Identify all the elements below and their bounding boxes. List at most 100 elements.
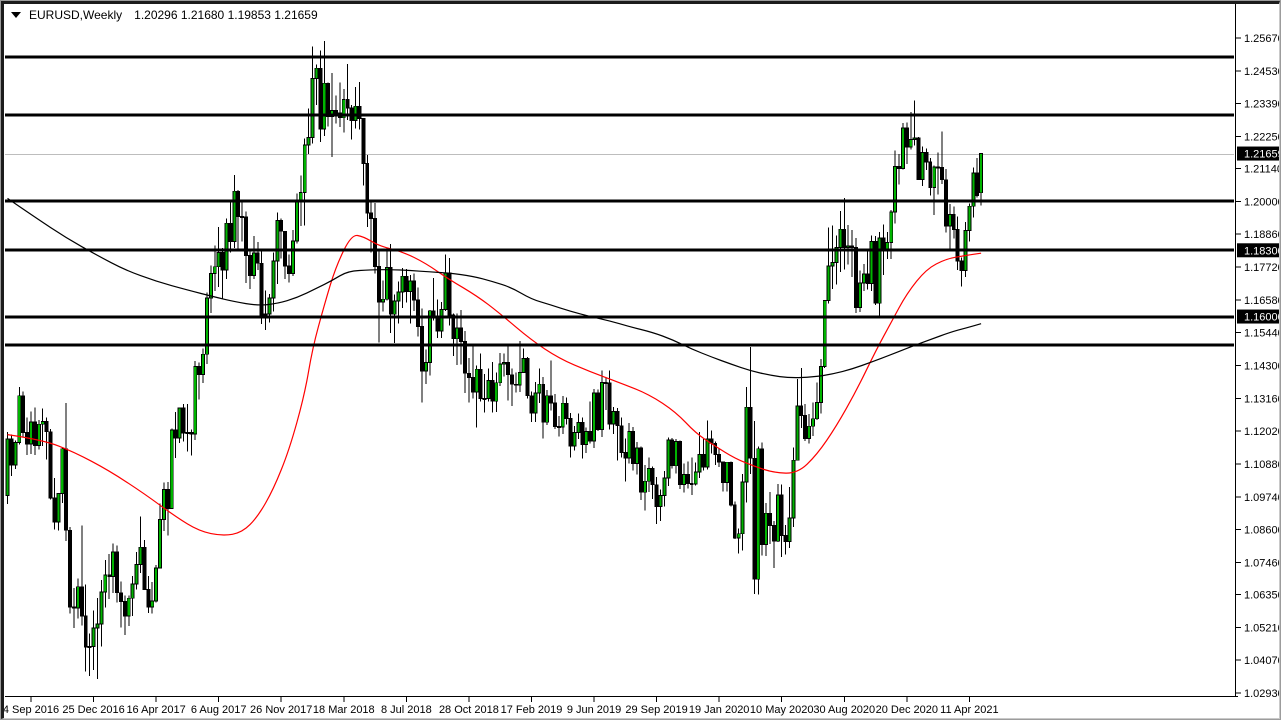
candle-bull	[599, 382, 604, 430]
candle-bull	[306, 136, 311, 146]
candle-bear	[936, 166, 941, 169]
time-axis-label: 11 Apr 2021	[940, 704, 999, 716]
candle-bull	[482, 397, 487, 400]
candle-bull	[36, 423, 41, 447]
candle-bull	[298, 192, 303, 201]
candle-bear	[279, 220, 284, 232]
time-axis-label: 4 Sep 2016	[3, 704, 59, 716]
candle-bull	[17, 395, 22, 444]
candle-bull	[443, 272, 448, 310]
candle-bull	[818, 366, 823, 404]
candle-bear	[732, 504, 737, 539]
candle-bear	[650, 467, 655, 486]
candle-bull	[947, 214, 952, 227]
candle-bear	[79, 586, 84, 617]
candle-bull	[662, 477, 667, 496]
candle-bear	[404, 275, 409, 292]
candle-bull	[474, 368, 479, 393]
candle-bull	[725, 461, 729, 483]
candle-bull	[889, 211, 894, 243]
candle-bear	[721, 461, 726, 483]
candle-bull	[138, 546, 143, 565]
candle-bull	[517, 371, 522, 386]
candle-bear	[529, 395, 534, 414]
candle-bear	[631, 431, 636, 464]
candle-bull	[838, 228, 843, 248]
candle-bear	[850, 245, 855, 248]
candle-bull	[533, 392, 538, 414]
candle-bear	[318, 67, 323, 130]
symbol-dropdown-icon[interactable]	[11, 12, 21, 18]
candle-bear	[689, 482, 694, 485]
candle-bear	[287, 265, 292, 275]
candle-bull	[267, 297, 272, 315]
candle-bull	[705, 438, 710, 468]
candle-bull	[908, 138, 913, 148]
price-axis-label: 1.20000	[1244, 196, 1281, 208]
candle-bear	[68, 529, 73, 608]
candle-bear	[975, 172, 980, 197]
candle-bull	[423, 362, 428, 372]
axis-separators	[5, 4, 1238, 697]
candle-bull	[353, 105, 358, 122]
time-axis-label: 6 Aug 2017	[191, 704, 247, 716]
candle-bear	[541, 383, 546, 423]
ma-fast-red-line	[7, 234, 982, 536]
candle-bear	[361, 117, 366, 165]
price-tag-value: 1.18300	[1244, 245, 1281, 257]
candle-bear	[236, 190, 241, 218]
candle-bull	[314, 67, 319, 80]
candle-bear	[678, 441, 683, 485]
candle-bear	[568, 418, 573, 447]
candle-bull	[537, 383, 542, 394]
candle-bull	[893, 166, 898, 213]
candle-bear	[842, 228, 847, 248]
time-axis-label: 9 Jun 2019	[567, 704, 621, 716]
candle-bear	[556, 426, 561, 429]
candle-bear	[490, 380, 495, 402]
candle-bear	[881, 237, 886, 250]
candle-bear	[603, 382, 608, 384]
candle-bear	[435, 316, 440, 332]
candle-bull	[869, 241, 874, 284]
candle-bull	[744, 406, 749, 483]
candle-bear	[21, 395, 26, 433]
candle-bear	[771, 524, 776, 542]
candle-bear	[549, 395, 553, 404]
candle-bear	[181, 407, 186, 434]
price-axis-label: 1.10880	[1244, 459, 1281, 471]
time-scale[interactable]: 4 Sep 2016 25 Dec 2016 16 Apr 2017 6 Aug 20…	[3, 697, 999, 716]
candle-bear	[940, 167, 944, 181]
candle-bear	[107, 574, 112, 578]
candle-bear	[924, 151, 929, 163]
candle-bull	[971, 172, 976, 207]
time-axis-label: 8 Jul 2018	[381, 704, 432, 716]
candle-bear	[623, 452, 628, 459]
ma-slow-black-line	[7, 197, 982, 379]
candle-bull	[584, 431, 589, 445]
candle-bull	[341, 98, 346, 119]
candle-bear	[142, 546, 147, 591]
candle-bull	[310, 78, 315, 138]
candle-bull	[56, 493, 61, 523]
candle-bear	[83, 615, 88, 648]
candle-bear	[146, 589, 151, 608]
candle-bear	[412, 280, 417, 301]
candle-bull	[134, 564, 139, 585]
support-resistance-lines[interactable]	[5, 55, 1234, 347]
price-scale[interactable]: 1.25670 1.24530 1.23390 1.22250 1.21140 1.200…	[1236, 33, 1281, 700]
candle-bull	[826, 265, 831, 302]
candle-bear	[959, 260, 964, 271]
candle-bull	[91, 627, 96, 647]
candle-bull	[920, 151, 925, 180]
candle-bear	[416, 299, 421, 327]
candle-bear	[904, 127, 909, 148]
candle-bull	[427, 310, 432, 364]
candle-bull	[740, 481, 745, 535]
candle-bear	[506, 362, 510, 376]
candle-bull	[75, 586, 80, 609]
candle-bear	[259, 262, 264, 316]
candle-bull	[502, 362, 507, 365]
candle-bear	[552, 402, 557, 428]
